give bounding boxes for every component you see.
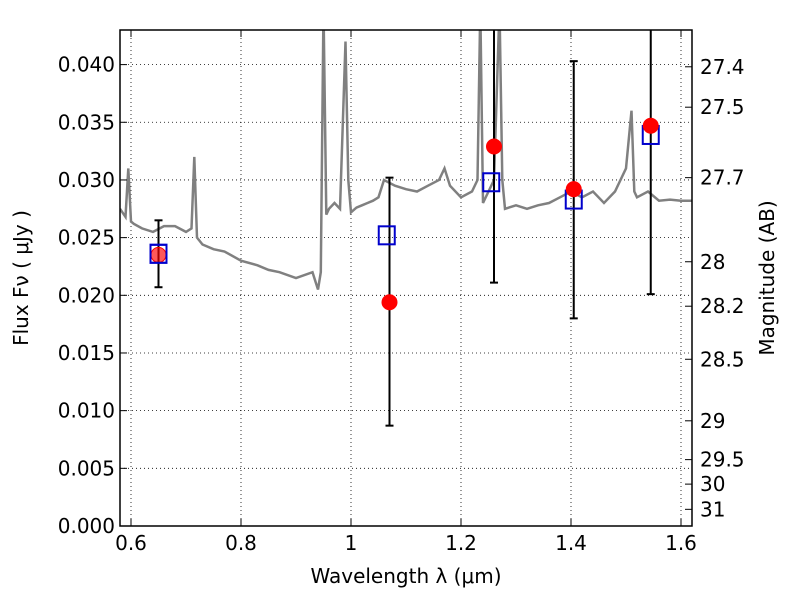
mag-tick-label: 27.4 — [700, 55, 745, 79]
mag-tick-label: 28 — [700, 250, 725, 274]
model-points-group — [149, 124, 660, 264]
spectrum-line — [120, 30, 692, 290]
observed-point — [565, 181, 582, 198]
observed-point — [642, 117, 659, 134]
mag-tick-label: 29.5 — [700, 448, 745, 472]
y-tick-label: 0.000 — [58, 514, 115, 538]
observed-point — [150, 246, 167, 263]
model-point-square — [482, 172, 501, 193]
error-bars-group — [154, 30, 655, 427]
y-tick-label: 0.035 — [58, 110, 115, 134]
observed-point — [381, 294, 398, 311]
observed-point — [486, 138, 502, 155]
y-axis-label: Flux Fν ( μJy ) — [9, 210, 33, 346]
model-spectrum-group — [120, 30, 692, 290]
plot-frame — [119, 29, 693, 527]
x-tick-label: 0.8 — [225, 531, 257, 555]
observed-points-group — [149, 117, 659, 311]
mag-tick-label: 28.5 — [700, 347, 745, 371]
x-ticks: 0.6 0.8 1 1.2 1.4 1.6 — [115, 30, 697, 555]
x-tick-label: 1.2 — [445, 531, 477, 555]
y-tick-label: 0.040 — [58, 53, 115, 77]
grid-lines — [120, 30, 692, 527]
model-point-square-overlay — [149, 243, 168, 264]
mag-tick-label: 29 — [700, 409, 725, 433]
y-tick-label: 0.005 — [58, 456, 115, 480]
y-ticks: 0.000 0.005 0.010 0.015 0.020 0.025 0.030 0.035… — [58, 53, 127, 538]
mag-tick-label: 27.7 — [700, 166, 745, 190]
x-tick-label: 1 — [345, 531, 358, 555]
y-tick-label: 0.020 — [58, 283, 115, 307]
mag-tick-label: 28.2 — [700, 294, 745, 318]
x-tick-label: 1.6 — [665, 531, 697, 555]
y-tick-label: 0.010 — [58, 399, 115, 423]
mag-tick-label: 27.5 — [700, 95, 745, 119]
y-tick-label: 0.015 — [58, 341, 115, 365]
model-point-square — [377, 225, 396, 246]
x-axis-label: Wavelength λ (μm) — [310, 564, 501, 588]
mag-tick-label: 30 — [700, 472, 725, 496]
y-axis-label-right: Magnitude (AB) — [755, 200, 779, 355]
mag-tick-label: 31 — [700, 497, 725, 521]
x-tick-label: 1.4 — [555, 531, 587, 555]
y-tick-label: 0.030 — [58, 168, 115, 192]
x-tick-label: 0.6 — [115, 531, 147, 555]
y-tick-label: 0.025 — [58, 226, 115, 250]
